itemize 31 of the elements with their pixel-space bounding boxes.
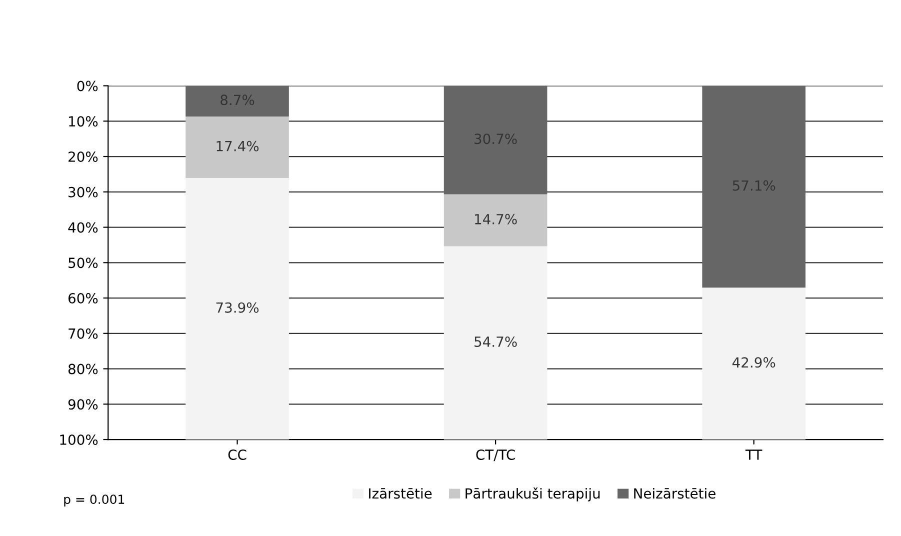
y-tick-label: 10% [69,116,98,127]
y-tick-label: 90% [68,399,98,410]
y-tick-label: 70% [68,328,98,339]
bar [186,86,289,117]
y-tick-label: 20% [68,151,98,162]
y-tick-label: 100% [60,434,98,445]
data-label: 73.9% [216,302,259,313]
bar [444,86,548,194]
bar [702,86,806,288]
legend-label: Neizārstētie [634,488,716,499]
y-tick-label: 30% [68,186,98,198]
legend-label: Izārstētie [369,488,432,499]
bar [702,288,806,440]
x-tick-label: CT/TC [476,449,515,462]
y-tick-label: 60% [68,292,98,304]
y-tick-label: 40% [68,222,98,233]
bar [186,116,289,178]
x-tick-label: TT [745,450,762,460]
y-tick-label: 0% [77,80,98,92]
bar [186,178,289,440]
data-label: 42.9% [732,357,776,368]
data-label: 14.7% [475,214,517,224]
data-label: 54.7% [474,336,517,347]
bar [444,246,548,440]
x-tick-label: CC [228,449,246,460]
bar [444,194,548,246]
text: p = 0.001 [64,494,124,506]
y-tick-label: 50% [68,258,98,268]
y-tick-label: 80% [68,364,98,374]
data-label: 17.4% [216,140,259,152]
legend-label: Pārtraukuši terapiju [466,487,600,502]
